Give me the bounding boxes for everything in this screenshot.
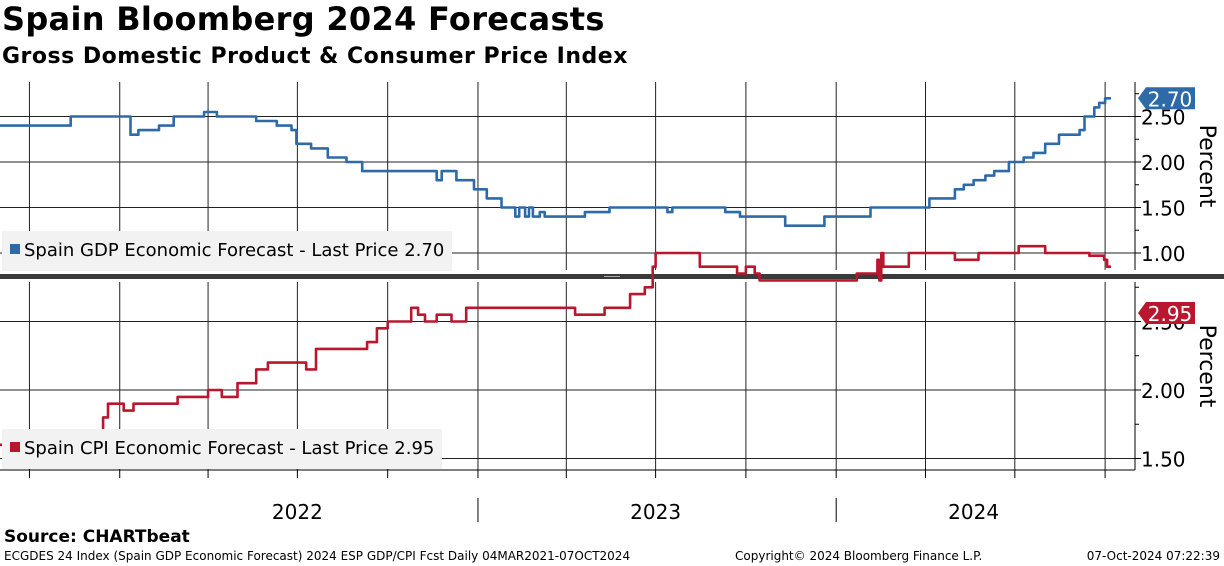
x-year-label: 2023 bbox=[630, 500, 681, 524]
y-tick-label: 1.00 bbox=[1141, 242, 1186, 266]
legend-gdp-label: Spain GDP Economic Forecast - Last Price… bbox=[24, 240, 445, 261]
legend-swatch-gdp bbox=[10, 244, 20, 254]
y-tick-label: 2.00 bbox=[1141, 151, 1186, 175]
gdp-last-value-label: 2.70 bbox=[1148, 87, 1193, 111]
legend-cpi-label: Spain CPI Economic Forecast - Last Price… bbox=[24, 438, 435, 459]
footer-timestamp: 07-Oct-2024 07:22:39 bbox=[1086, 549, 1220, 563]
y-tick-label: 2.00 bbox=[1141, 379, 1186, 403]
cpi-last-value-tag bbox=[1138, 302, 1195, 324]
legend-gdp: Spain GDP Economic Forecast - Last Price… bbox=[2, 231, 453, 271]
gdp-series-line bbox=[0, 97, 1111, 227]
x-year-label: 2022 bbox=[272, 500, 323, 524]
legend-cpi: Spain CPI Economic Forecast - Last Price… bbox=[2, 429, 443, 469]
y-tick-label: 1.50 bbox=[1141, 448, 1186, 472]
legend-swatch-cpi bbox=[10, 442, 20, 452]
x-year-label: 2024 bbox=[948, 500, 999, 524]
cpi-series-line bbox=[0, 244, 1111, 447]
footer-copyright: Copyright© 2024 Bloomberg Finance L.P. bbox=[735, 549, 983, 563]
gdp-last-value-tag bbox=[1138, 87, 1195, 110]
chart-subtitle: Gross Domestic Product & Consumer Price … bbox=[2, 44, 628, 69]
chart-title: Spain Bloomberg 2024 Forecasts bbox=[2, 0, 605, 38]
source-note: Source: CHARTbeat bbox=[4, 527, 190, 547]
y-axis-label: Percent bbox=[1194, 125, 1219, 208]
y-axis-label: Percent bbox=[1194, 325, 1219, 408]
cpi-last-value-label: 2.95 bbox=[1148, 302, 1193, 326]
y-tick-label: 2.50 bbox=[1141, 106, 1186, 130]
footer-ticker-info: ECGDES 24 Index (Spain GDP Economic Fore… bbox=[4, 549, 631, 563]
y-tick-label: 1.50 bbox=[1141, 197, 1186, 221]
